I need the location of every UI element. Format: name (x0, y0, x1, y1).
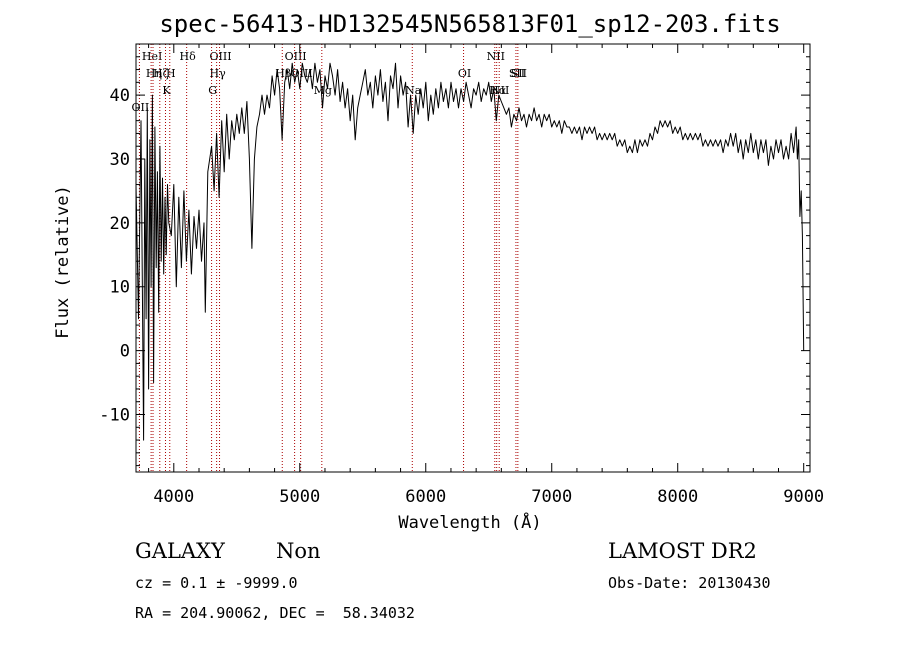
x-tick-label: 7000 (531, 487, 572, 507)
spectrum-trace (135, 62, 805, 441)
line-marker-label: Hη (146, 67, 162, 80)
line-marker-label: OIII (285, 50, 307, 63)
line-marker-label: K (162, 84, 171, 97)
line-marker-label: OI (458, 67, 471, 80)
y-tick-label: 30 (110, 150, 130, 170)
axis-ticks: 4000 5000 6000 7000 8000 9000 -10 0 10 20 30 40 (99, 44, 824, 507)
y-tick-label: 40 (110, 86, 130, 106)
x-tick-label: 6000 (405, 487, 446, 507)
chart-title: spec-56413-HD132545N565813F01_sp12-203.f… (159, 10, 780, 38)
line-marker-label: Hα (489, 84, 507, 97)
redshift-text: cz = 0.1 ± -9999.0 (135, 574, 298, 592)
line-marker-label: HeI (142, 50, 162, 63)
y-tick-label: 0 (120, 342, 130, 362)
line-marker-label: Mg (314, 84, 332, 97)
line-marker-label: NII (491, 84, 509, 97)
line-marker-label: OII (132, 101, 150, 114)
line-marker-label: H (166, 67, 176, 80)
line-marker-label: NII (487, 50, 505, 63)
survey-name: LAMOST DR2 (608, 539, 757, 563)
y-tick-label: 10 (110, 278, 130, 298)
object-class: GALAXY (135, 539, 225, 563)
obs-date-text: Obs-Date: 20130430 (608, 574, 771, 592)
line-marker-label: Na (405, 84, 422, 97)
x-tick-label: 5000 (279, 487, 320, 507)
line-marker-label: SII (511, 67, 527, 80)
line-marker-label: G (208, 84, 217, 97)
y-axis-label: Flux (relative) (53, 185, 73, 339)
x-tick-label: 9000 (783, 487, 824, 507)
y-tick-label: -10 (99, 406, 130, 426)
x-axis-label: Wavelength (Å) (398, 511, 541, 533)
x-tick-label: 8000 (657, 487, 698, 507)
line-marker-label: SII (509, 67, 525, 80)
line-marker-label: Hγ (210, 67, 227, 80)
line-marker-label: Hδ (180, 50, 197, 63)
plot-frame (135, 43, 811, 473)
line-marker-label: OIII (209, 50, 231, 63)
line-marker-label: Hζ (153, 67, 169, 80)
object-subclass: Non (276, 539, 321, 563)
radec-text: RA = 204.90062, DEC = 58.34032 (135, 604, 415, 622)
x-tick-label: 4000 (153, 487, 194, 507)
y-tick-label: 20 (110, 214, 130, 234)
spectrum-line (135, 62, 805, 441)
